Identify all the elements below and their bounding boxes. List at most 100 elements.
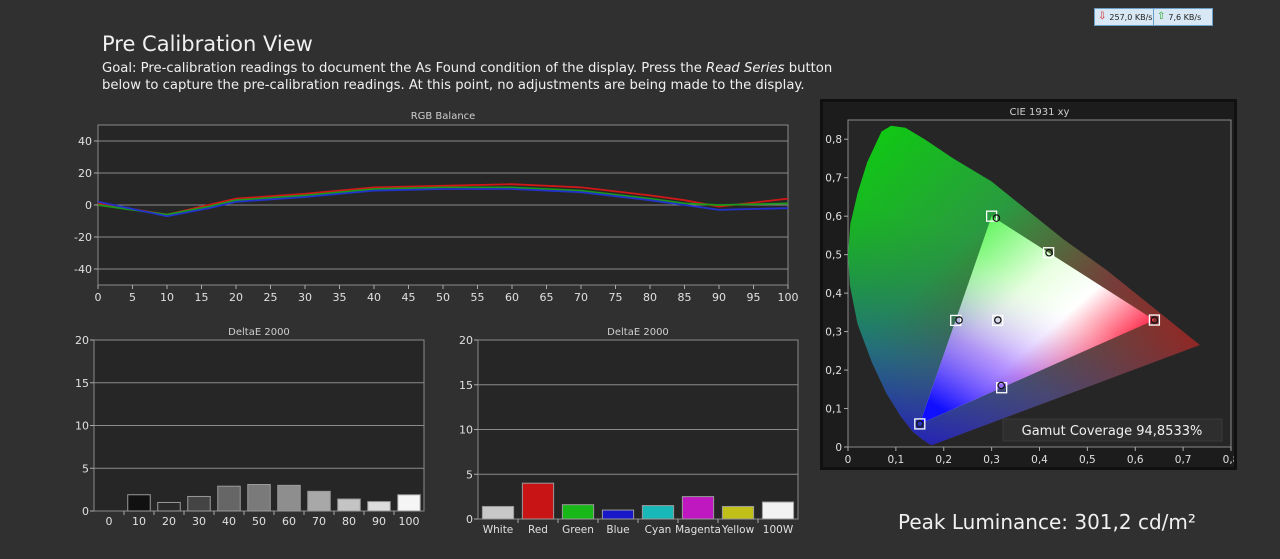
x-tick-label: 15 bbox=[195, 291, 209, 304]
x-tick-label: 60 bbox=[505, 291, 519, 304]
bar bbox=[277, 484, 301, 512]
x-tick-label: 80 bbox=[342, 515, 356, 528]
chart-title: DeltaE 2000 bbox=[228, 327, 290, 338]
measured-marker bbox=[1150, 316, 1159, 324]
target-marker bbox=[1148, 314, 1161, 326]
x-tick-label: 0,2 bbox=[935, 454, 952, 466]
goal-description: Goal: Pre-calibration readings to docume… bbox=[102, 60, 862, 94]
download-arrow-icon: ⇩ bbox=[1098, 11, 1107, 22]
x-tick-label: 20 bbox=[162, 515, 176, 528]
x-tick-label: 40 bbox=[222, 515, 236, 528]
bar bbox=[307, 490, 331, 512]
y-tick-label: 0,4 bbox=[825, 288, 842, 300]
target-marker bbox=[950, 314, 962, 327]
x-tick-label: Blue bbox=[606, 524, 629, 536]
measured-marker bbox=[997, 381, 1006, 390]
x-tick-label: 100 bbox=[778, 291, 799, 304]
bar bbox=[127, 494, 151, 512]
y-tick-label: 0,2 bbox=[825, 365, 842, 377]
deltae-color-chart: DeltaE 2000 20 15 10 5 0 White Red Green Blue Cyan… bbox=[459, 327, 799, 536]
x-tick-label: 10 bbox=[132, 515, 146, 528]
x-tick-label: 90 bbox=[372, 515, 386, 528]
measured-marker bbox=[955, 316, 963, 324]
upload-speed-widget: ⇧ 7,6 KB/s bbox=[1153, 8, 1213, 26]
chart-title: CIE 1931 xy bbox=[1010, 107, 1070, 118]
x-tick-label: 90 bbox=[712, 291, 726, 304]
x-tick-label: 35 bbox=[333, 291, 347, 304]
bar bbox=[641, 505, 675, 520]
rgb-balance-chart: RGB Balance 40 20 0 -20 -40 0 5 10 15 20 25 30 35 40 45… bbox=[74, 111, 799, 304]
page-title: Pre Calibration View bbox=[102, 32, 313, 56]
x-tick-label: 60 bbox=[282, 515, 296, 528]
target-marker bbox=[992, 314, 1004, 327]
bar bbox=[561, 504, 595, 520]
x-tick-label: 20 bbox=[229, 291, 243, 304]
target-marker bbox=[914, 418, 926, 430]
goal-text-end: button below to capture the pre-calibrat… bbox=[102, 61, 833, 93]
goal-text-start: Goal: Pre-calibration readings to docume… bbox=[102, 61, 707, 76]
x-tick-label: Magenta bbox=[675, 524, 721, 536]
x-tick-label: 0,7 bbox=[1175, 454, 1192, 466]
y-tick-label: 0 bbox=[835, 442, 842, 454]
y-tick-label: 0,5 bbox=[825, 250, 842, 262]
measured-marker bbox=[994, 316, 1002, 324]
x-tick-label: 55 bbox=[471, 291, 485, 304]
bar bbox=[721, 505, 755, 520]
x-tick-label: 0,8 bbox=[1223, 454, 1234, 466]
y-tick-label: 0,7 bbox=[825, 173, 842, 185]
y-tick-label: 15 bbox=[75, 377, 89, 390]
x-tick-label: 50 bbox=[436, 291, 450, 304]
x-tick-label: 0,4 bbox=[1031, 454, 1048, 466]
x-tick-label: Yellow bbox=[721, 524, 755, 536]
y-tick-label: 5 bbox=[82, 462, 89, 475]
y-tick-label: 20 bbox=[75, 334, 89, 347]
bar bbox=[367, 501, 391, 512]
x-tick-label: 0,3 bbox=[983, 454, 1000, 466]
x-tick-label: 0,6 bbox=[1127, 454, 1144, 466]
series-line-2 bbox=[97, 188, 789, 218]
upload-arrow-icon: ⇧ bbox=[1157, 11, 1166, 22]
x-tick-label: Green bbox=[562, 524, 594, 536]
x-tick-label: Cyan bbox=[645, 524, 672, 536]
x-tick-label: 0 bbox=[845, 454, 852, 466]
series-line-1 bbox=[97, 186, 789, 216]
y-tick-label: 20 bbox=[78, 167, 92, 180]
x-tick-label: 0,1 bbox=[888, 454, 905, 466]
x-tick-label: 45 bbox=[402, 291, 416, 304]
y-tick-label: -40 bbox=[74, 263, 92, 276]
x-tick-label: 0 bbox=[106, 515, 113, 528]
y-tick-label: 15 bbox=[459, 379, 473, 392]
x-tick-label: White bbox=[483, 524, 514, 536]
y-tick-label: 10 bbox=[459, 424, 473, 437]
bar bbox=[157, 501, 181, 512]
bar bbox=[247, 483, 271, 512]
y-tick-label: 10 bbox=[75, 420, 89, 433]
y-tick-label: 0 bbox=[466, 513, 473, 526]
bar bbox=[521, 482, 555, 520]
download-speed-widget: ⇩ 257,0 KB/s bbox=[1094, 8, 1157, 26]
y-tick-label: 0,6 bbox=[825, 211, 842, 223]
x-tick-label: 70 bbox=[574, 291, 588, 304]
measured-marker bbox=[992, 214, 1001, 222]
upload-speed: 7,6 KB/s bbox=[1168, 12, 1202, 22]
bar bbox=[187, 495, 211, 512]
x-tick-label: 70 bbox=[312, 515, 326, 528]
y-tick-label: 0,3 bbox=[825, 327, 842, 339]
x-tick-label: Red bbox=[528, 524, 548, 536]
x-tick-label: 40 bbox=[367, 291, 381, 304]
bar bbox=[761, 501, 795, 520]
cie-1931-chart: CIE 1931 xy 0,8 0,7 0,6 0,5 0,4 0,3 0,2 0,1 00 0,1… bbox=[825, 107, 1234, 466]
gamut-triangle-blue bbox=[919, 216, 1155, 424]
chart-title: RGB Balance bbox=[411, 111, 476, 122]
peak-luminance: Peak Luminance: 301,2 cd/m² bbox=[898, 510, 1196, 534]
bar bbox=[397, 494, 421, 512]
gamut-coverage-box bbox=[1002, 418, 1223, 442]
x-tick-label: 30 bbox=[192, 515, 206, 528]
bar bbox=[217, 485, 241, 512]
y-tick-label: 20 bbox=[459, 334, 473, 347]
x-tick-label: 65 bbox=[540, 291, 554, 304]
x-tick-label: 85 bbox=[678, 291, 692, 304]
y-tick-label: -20 bbox=[74, 231, 92, 244]
x-tick-label: 25 bbox=[264, 291, 278, 304]
